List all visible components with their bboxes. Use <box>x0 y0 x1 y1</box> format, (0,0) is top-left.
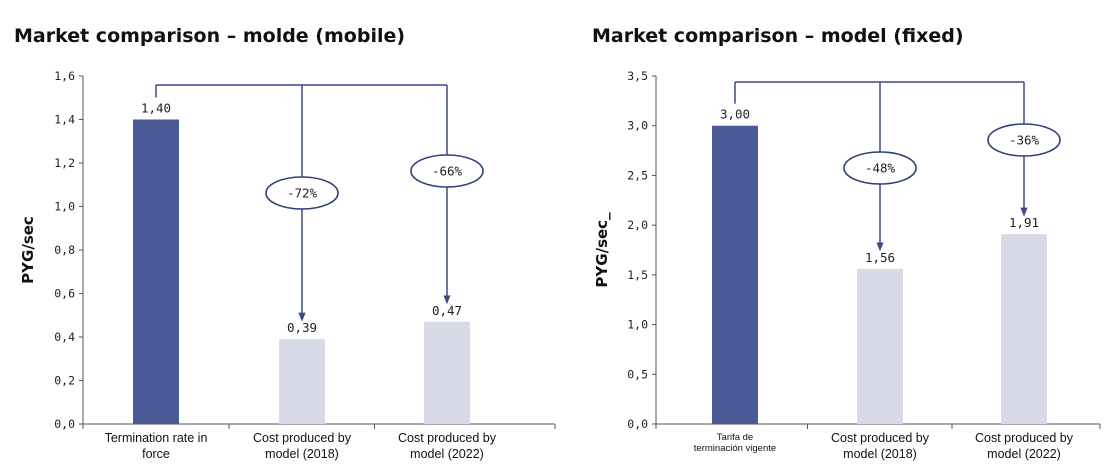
y-tick-label: 0,0 <box>627 417 648 431</box>
y-tick-label: 3,5 <box>627 69 648 83</box>
category-label: Cost produced by <box>831 431 930 445</box>
y-tick-label: 0,6 <box>54 287 75 301</box>
bar <box>857 268 903 424</box>
data-label: 3,00 <box>720 107 750 122</box>
y-tick-label: 1,2 <box>54 156 75 170</box>
y-tick-label: 1,0 <box>54 200 75 214</box>
y-tick-label: 2,5 <box>627 168 648 182</box>
category-label: Termination rate in <box>105 431 208 445</box>
annotation-ellipse <box>987 123 1061 157</box>
plot-area: 0,0 0,2 0,4 0,6 0,8 1,0 1,2 1,4 1,6 1,40 Terminati… <box>54 69 556 461</box>
bar <box>712 125 758 424</box>
category-label: model (2018) <box>843 447 917 461</box>
bar <box>424 321 470 424</box>
bar <box>279 339 325 424</box>
category-label: Cost produced by <box>975 431 1074 445</box>
y-tick-label: 1,5 <box>627 268 648 282</box>
y-tick-label: 0,5 <box>627 367 648 381</box>
y-axis-label: PYG/sec_ <box>593 212 611 288</box>
category-label: terminación vigente <box>694 443 776 454</box>
annotation-ellipse <box>843 151 917 185</box>
y-tick-label: 0,2 <box>54 374 75 388</box>
y-tick-label: 0,0 <box>54 417 75 431</box>
annotation-ellipse <box>265 176 339 210</box>
category-label: model (2022) <box>987 447 1061 461</box>
data-label: 0,39 <box>287 320 317 335</box>
annotation-label: -48% <box>865 161 896 176</box>
y-tick-label: 0,8 <box>54 243 75 257</box>
data-label: 1,91 <box>1009 215 1039 230</box>
y-tick-label: 2,0 <box>627 218 648 232</box>
bar <box>1001 234 1047 424</box>
plot-area: 0,0 0,5 1,0 1,5 2,0 2,5 3,0 3,5 3,00 Tarifa deter… <box>627 69 1101 461</box>
annotation-label: -36% <box>1009 133 1040 148</box>
chart-mobile: Market comparison – molde (mobile) PYG/s… <box>14 25 556 461</box>
annotation-label: -66% <box>432 164 463 179</box>
data-label: 1,40 <box>141 101 171 116</box>
category-label: Cost produced by <box>398 431 497 445</box>
category-label: Tarifa de <box>717 432 753 443</box>
chart-title: Market comparison – model (fixed) <box>592 25 964 47</box>
annotation-ellipse <box>410 154 484 188</box>
chart-title: Market comparison – molde (mobile) <box>14 25 405 47</box>
category-label: force <box>142 447 170 461</box>
bar <box>133 119 179 424</box>
y-tick-label: 1,6 <box>54 69 75 83</box>
data-label: 1,56 <box>865 250 895 265</box>
category-label: Cost produced by <box>253 431 352 445</box>
y-tick-label: 1,4 <box>54 113 75 127</box>
y-tick-label: 3,0 <box>627 119 648 133</box>
y-tick-label: 1,0 <box>627 318 648 332</box>
category-label: model (2022) <box>410 447 484 461</box>
data-label: 0,47 <box>432 303 462 318</box>
chart-fixed: Market comparison – model (fixed) PYG/se… <box>592 25 1101 461</box>
annotation-label: -72% <box>287 186 318 201</box>
category-label: model (2018) <box>265 447 339 461</box>
y-axis-label: PYG/sec <box>19 216 37 284</box>
y-tick-label: 0,4 <box>54 330 75 344</box>
